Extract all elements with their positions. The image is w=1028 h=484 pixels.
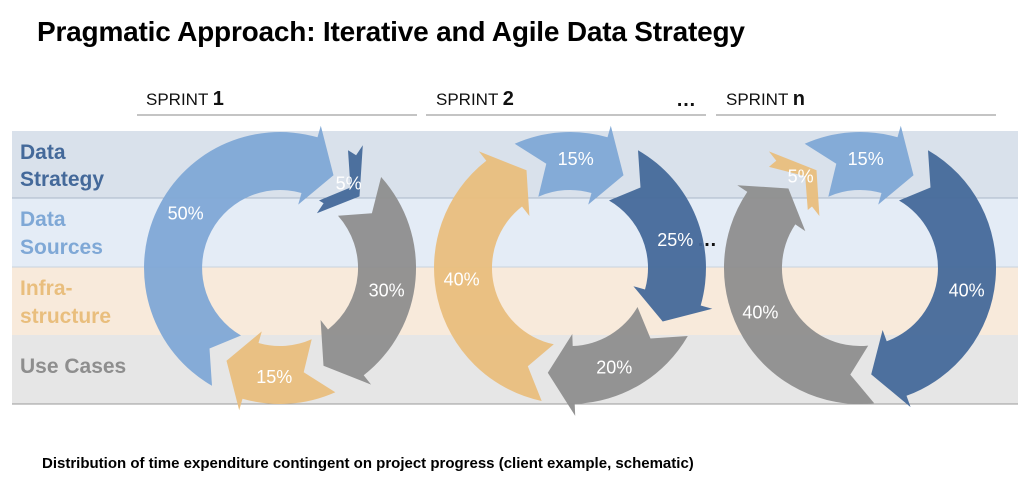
segment-percentage-label: 50% [168, 204, 204, 224]
cycle-segment-data-sources [804, 125, 914, 205]
segment-percentage-label: 15% [558, 149, 594, 169]
cycle-segment-use-cases [723, 185, 875, 405]
segment-percentage-label: 15% [256, 367, 292, 387]
cycle-sprint-n: 40% 40% 5% 15% [723, 125, 997, 408]
band-label-infrastructure: Infra- structure [20, 277, 111, 328]
segment-percentage-label: 5% [336, 173, 362, 193]
band-label-line: Data [20, 141, 66, 164]
cycle-segment-data-strategy [609, 150, 713, 322]
cycle-segment-use-cases [320, 177, 417, 385]
svg-text:SPRINT n: SPRINT n [726, 88, 805, 110]
page-title: Pragmatic Approach: Iterative and Agile … [37, 16, 745, 47]
segment-percentage-label: 15% [848, 149, 884, 169]
sprint-header-n: SPRINT n [716, 88, 996, 116]
sprint-prefix: SPRINT [146, 90, 213, 109]
svg-text:SPRINT 2: SPRINT 2 [436, 88, 514, 110]
band-label-use-cases: Use Cases [20, 355, 126, 378]
band-label-line: Data [20, 208, 66, 231]
cycle-sprint-1: 5% 30% 15% 50% [144, 125, 417, 411]
sprint-header-2: SPRINT 2 [426, 88, 706, 116]
cycle-segment-data-strategy [316, 145, 363, 214]
segment-percentage-label: 20% [596, 358, 632, 378]
sprint-prefix: SPRINT [436, 90, 503, 109]
segment-percentage-label: 40% [444, 269, 480, 289]
figure-caption: Distribution of time expenditure conting… [42, 455, 694, 472]
segment-percentage-label: 25% [657, 230, 693, 250]
cycle-segment-use-cases [547, 307, 688, 416]
header-ellipsis: … [676, 89, 696, 111]
band-label-line: Infra- [20, 277, 73, 300]
sprint-number: 1 [213, 88, 224, 110]
svg-text:SPRINT 1: SPRINT 1 [146, 88, 224, 110]
segment-percentage-label: 30% [369, 281, 405, 301]
sprint-number: n [793, 88, 805, 110]
segment-percentage-label: 40% [742, 302, 778, 322]
band-label-line: Strategy [20, 168, 104, 191]
band-label-data-sources: Data Sources [20, 208, 103, 259]
sprint-prefix: SPRINT [726, 90, 793, 109]
cycle-sprint-2: 25% 20% 40% 15% [434, 125, 713, 416]
segment-percentage-label: 5% [788, 167, 814, 187]
band-label-line: structure [20, 305, 111, 328]
cycle-segment-data-sources [144, 125, 334, 386]
cycle-segment-data-strategy [871, 150, 997, 408]
cycle-segment-infrastructure [434, 151, 554, 401]
band-label-line: Sources [20, 236, 103, 259]
segment-percentage-label: 40% [949, 281, 985, 301]
cycle-segment-infrastructure [768, 151, 820, 216]
sprint-header-1: SPRINT 1 [137, 88, 417, 116]
cycle-segment-infrastructure [226, 331, 336, 411]
cycle-segment-data-sources [514, 125, 624, 205]
band-label-data-strategy: Data Strategy [20, 141, 104, 191]
sprint-number: 2 [503, 88, 514, 110]
